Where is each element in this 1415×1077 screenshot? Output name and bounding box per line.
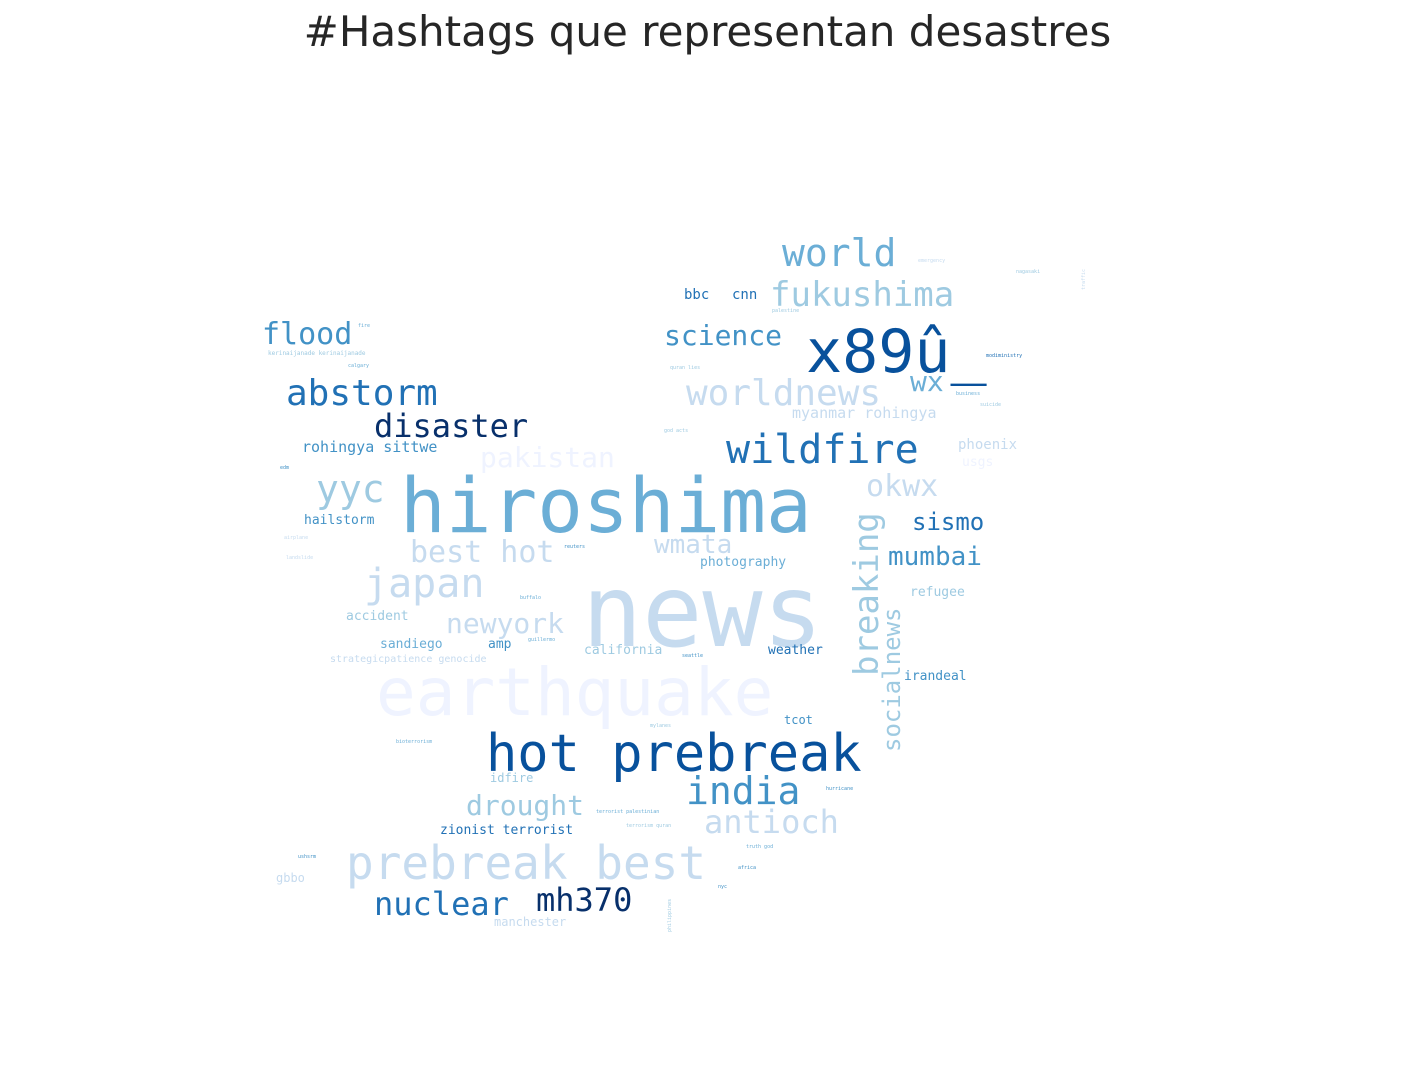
word-modiministry: modiministry <box>986 353 1023 359</box>
word-idfire: idfire <box>490 771 534 785</box>
word-sandiego: sandiego <box>380 637 443 652</box>
word-reuters: reuters <box>564 544 586 550</box>
word-worldnews: worldnews <box>686 373 882 414</box>
word-mylanes: mylanes <box>650 723 672 729</box>
word-ushsrm: ushsrm <box>298 854 317 860</box>
word-rohingya-sittwe: rohingya sittwe <box>302 438 438 456</box>
word-irandeal: irandeal <box>904 669 967 684</box>
word-truth-god: truth god <box>746 844 774 850</box>
word-drought: drought <box>466 789 585 822</box>
word-kerinaijanade: kerinaijanade kerinaijanade <box>268 350 366 357</box>
chart-title: #Hashtags que representan desastres <box>303 7 1112 56</box>
word-edm: edm <box>280 465 290 471</box>
word-seattle: seattle <box>682 653 704 659</box>
word-fire: fire <box>358 323 371 329</box>
word-emergency: emergency <box>918 258 946 264</box>
word-fukushima: fukushima <box>770 275 955 315</box>
word-accident: accident <box>346 609 409 624</box>
word-tcot: tcot <box>784 713 813 727</box>
word-news: news <box>582 553 823 670</box>
word-calgary: calgary <box>348 363 370 369</box>
word-india: india <box>686 769 801 813</box>
word-guillermo: guillermo <box>528 637 556 643</box>
word-god-acts: god acts <box>664 428 689 434</box>
word-wx: wx <box>910 365 944 398</box>
word-photography: photography <box>700 555 787 570</box>
word-sismo: sismo <box>912 508 985 536</box>
word-airplane: airplane <box>284 535 309 541</box>
word-pakistan: pakistan <box>480 441 615 474</box>
word-phoenix: phoenix <box>958 437 1018 453</box>
word-antioch: antioch <box>704 803 839 841</box>
word-myanmar-rohingya: myanmar rohingya <box>792 404 937 422</box>
word-wmata: wmata <box>654 530 733 560</box>
word-california: california <box>584 643 663 658</box>
word-philippines: philippines <box>667 898 673 932</box>
word-best-hot: best hot <box>410 535 555 570</box>
word-nyc: nyc <box>718 884 728 890</box>
word-hurricane: hurricane <box>826 786 854 792</box>
word-bioterrorism: bioterrorism <box>396 739 433 745</box>
word-disaster: disaster <box>374 407 529 445</box>
word-world: world <box>782 231 897 275</box>
word-flood: flood <box>262 317 353 352</box>
word-nuclear: nuclear <box>374 885 509 923</box>
word-hot-prebreak: hot prebreak <box>486 724 862 784</box>
word-hailstorm: hailstorm <box>304 513 375 528</box>
word-buffalo: buffalo <box>520 595 542 601</box>
word-weather: weather <box>768 643 823 658</box>
word-traffic: traffic <box>1081 268 1087 290</box>
word-wildfire: wildfire <box>726 427 919 473</box>
word-bbc: bbc <box>684 287 710 303</box>
word-okwx: okwx <box>866 469 939 504</box>
word-earthquake: earthquake <box>376 654 774 731</box>
word-yyc: yyc <box>316 467 385 511</box>
word-newyork: newyork <box>446 607 565 640</box>
word-africa: africa <box>738 865 757 871</box>
word-abstorm: abstorm <box>286 373 438 414</box>
word-suicide: suicide <box>980 402 1002 408</box>
word-socialnews: socialnews <box>878 607 906 753</box>
word-zionist-terrorist: zionist terrorist <box>440 823 574 838</box>
word-amp: amp <box>488 637 512 652</box>
word-mumbai: mumbai <box>888 542 982 572</box>
word-manchester: manchester <box>494 915 567 929</box>
word-strategicpatience-genocide: strategicpatience genocide <box>330 654 487 665</box>
word-gbbo: gbbo <box>276 871 305 885</box>
word-usgs: usgs <box>962 455 994 470</box>
word-mh370: mh370 <box>536 881 633 919</box>
word-business: business <box>956 391 981 397</box>
word-landslide: landslide <box>286 555 314 561</box>
word-japan: japan <box>364 561 485 607</box>
word-refugee: refugee <box>910 585 965 600</box>
word-quran-lies: quran lies <box>670 365 701 371</box>
word-science: science <box>664 319 783 352</box>
word-nagasaki: nagasaki <box>1016 269 1041 275</box>
word-prebreak-best: prebreak best <box>346 836 707 890</box>
word-palestine: palestine <box>772 308 800 314</box>
word-x89u: x89û_ <box>806 317 987 387</box>
word-cnn: cnn <box>732 287 758 303</box>
word-terrorism-quran: terrorism quran <box>626 823 672 829</box>
word-hiroshima: hiroshima <box>400 461 812 550</box>
word-terrorist-palestinian: terrorist palestinian <box>596 809 660 815</box>
